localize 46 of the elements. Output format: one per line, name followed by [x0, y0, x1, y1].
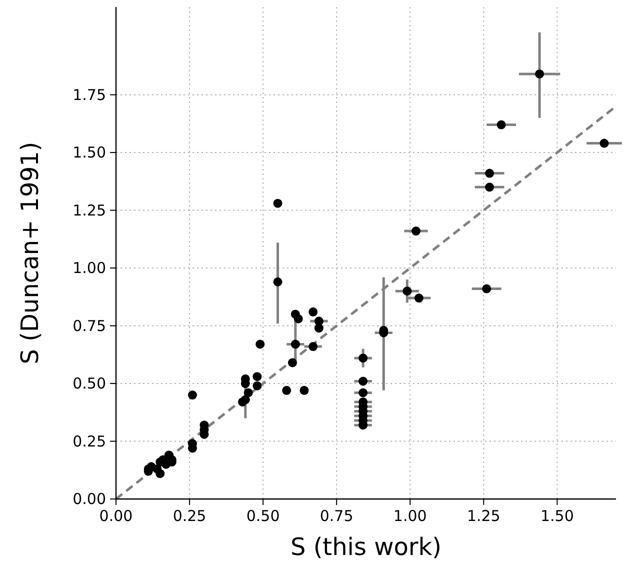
y-tick-label: 1.75 — [72, 86, 106, 104]
point — [496, 120, 506, 130]
point — [485, 182, 494, 192]
point — [294, 314, 303, 324]
point — [188, 390, 197, 400]
x-tick-label: 0.25 — [172, 507, 206, 525]
x-tick-label: 0.50 — [246, 507, 280, 525]
point — [412, 226, 420, 236]
y-tick-label: 1.00 — [72, 259, 106, 278]
x-tick-label: 1.00 — [393, 507, 427, 525]
point — [308, 307, 318, 316]
y-tick-label: 0.50 — [72, 374, 106, 393]
point — [282, 386, 292, 395]
y-tick-label: 0.25 — [72, 432, 106, 450]
point — [300, 386, 309, 395]
point — [600, 138, 609, 148]
point — [288, 358, 297, 368]
point — [535, 69, 544, 78]
x-tick-label: 0.75 — [320, 507, 354, 525]
point — [273, 277, 282, 286]
point — [482, 284, 492, 294]
point — [156, 469, 165, 478]
point — [358, 388, 368, 398]
x-tick-label: 0.00 — [99, 507, 133, 525]
y-tick-label: 1.50 — [72, 144, 106, 162]
point — [244, 388, 253, 398]
point — [358, 376, 368, 386]
point — [308, 342, 318, 352]
point — [358, 354, 368, 363]
x-axis-title: S (this work) — [290, 533, 442, 561]
point — [252, 372, 262, 382]
x-tick-label: 1.25 — [466, 507, 500, 525]
point — [485, 168, 494, 178]
point — [290, 340, 300, 349]
point — [256, 340, 265, 349]
point — [273, 198, 282, 208]
point — [314, 324, 324, 333]
y-tick-label: 0.00 — [72, 490, 106, 508]
y-axis-title: S (Duncan+ 1991) — [16, 142, 44, 364]
x-tick-label: 1.50 — [540, 507, 574, 525]
y-tick-label: 0.75 — [72, 316, 106, 335]
point — [240, 395, 250, 404]
point — [414, 294, 424, 303]
point — [402, 286, 412, 296]
point — [252, 381, 262, 390]
y-tick-label: 1.25 — [72, 201, 106, 220]
